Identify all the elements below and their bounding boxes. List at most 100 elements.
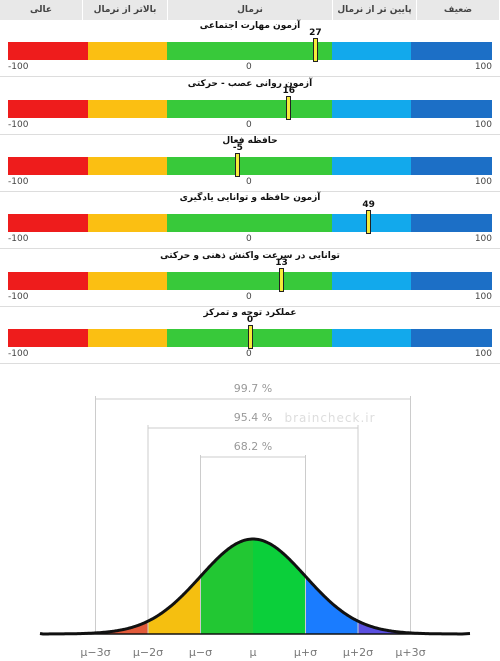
- header-normal: نرمال: [168, 0, 333, 20]
- scale-segment: [332, 42, 411, 60]
- score-value-label: 27: [309, 28, 322, 38]
- scale-min-label: -100: [8, 349, 29, 359]
- x-tick-label: μ+2σ: [343, 646, 373, 659]
- scale-mid-label: 0: [246, 62, 252, 72]
- scale-segment: [8, 42, 88, 60]
- scale-segment: [8, 329, 88, 347]
- scale-segment: [167, 100, 332, 118]
- watermark: braincheck.ir: [284, 411, 375, 425]
- scale-max-label: 100: [474, 177, 492, 187]
- distribution-band: [253, 539, 306, 634]
- scale-segment: [88, 157, 167, 175]
- test-row: آزمون روانی عصب - حرکتی 16 -100 0 100: [0, 78, 500, 135]
- scale-segment: [8, 214, 88, 232]
- score-value-label: 13: [275, 258, 288, 268]
- interval-label: 99.7 %: [234, 382, 272, 395]
- score-marker: [366, 210, 372, 234]
- test-title: آزمون مهارت اجتماعی: [199, 21, 301, 31]
- scale-max-label: 100: [474, 62, 492, 72]
- scale-segment: [8, 100, 88, 118]
- scale-segment: [88, 214, 167, 232]
- interval-label: 68.2 %: [234, 440, 272, 453]
- row-divider: [0, 76, 500, 77]
- scale-mid-label: 0: [246, 234, 252, 244]
- x-tick-label: μ−σ: [189, 646, 212, 659]
- scale-max-label: 100: [474, 234, 492, 244]
- scale-segment: [167, 214, 332, 232]
- scale-segment: [411, 214, 492, 232]
- scale-max-label: 100: [474, 292, 492, 302]
- x-tick-label: μ+3σ: [395, 646, 425, 659]
- score-scale-bar: [8, 157, 492, 175]
- scale-mid-label: 0: [246, 292, 252, 302]
- scale-mid-label: 0: [246, 177, 252, 187]
- header-above-normal: بالاتر از نرمال: [83, 0, 168, 20]
- scale-segment: [332, 272, 411, 290]
- scale-segment: [332, 214, 411, 232]
- distribution-curve: [39, 537, 471, 636]
- distribution-band: [200, 539, 253, 634]
- normal-distribution-chart: 99.7 % 95.4 % 68.2 % braincheck.ir μ−3σ μ−2σ μ…: [39, 382, 471, 659]
- scale-min-label: -100: [8, 177, 29, 187]
- test-title: حافظه فعال: [222, 136, 278, 146]
- distribution-band: [358, 621, 411, 634]
- interval-label: 95.4 %: [234, 411, 272, 424]
- scale-segment: [332, 100, 411, 118]
- scale-segment: [411, 272, 492, 290]
- header-weak: ضعیف: [417, 0, 500, 20]
- scale-segment: [8, 157, 88, 175]
- test-title: عملکرد توجه و تمرکز: [203, 308, 297, 318]
- test-row: آزمون حافظه و توانایی یادگیری 49 -100 0 100: [0, 192, 500, 249]
- scale-segment: [411, 42, 492, 60]
- score-marker: [235, 153, 241, 177]
- score-scale-bar: [8, 272, 492, 290]
- header-below-normal: پایین تر از نرمال: [333, 0, 417, 20]
- x-tick-label: μ−3σ: [80, 646, 110, 659]
- row-divider: [0, 306, 500, 307]
- score-value-label: 0: [246, 315, 254, 325]
- scale-mid-label: 0: [246, 349, 252, 359]
- score-marker: [278, 268, 284, 292]
- distribution-band: [95, 621, 148, 634]
- scale-segment: [88, 42, 167, 60]
- scale-segment: [88, 272, 167, 290]
- scale-segment: [411, 100, 492, 118]
- score-scale-bar: [8, 42, 492, 60]
- test-row: توانایی در سرعت واکنش ذهنی و حرکتی 13 -100…: [0, 250, 500, 307]
- scale-segment: [332, 329, 411, 347]
- row-divider: [0, 134, 500, 135]
- row-divider: [0, 248, 500, 249]
- score-marker: [312, 38, 318, 62]
- x-tick-label: μ−2σ: [133, 646, 163, 659]
- score-marker: [247, 325, 253, 349]
- test-title: توانایی در سرعت واکنش ذهنی و حرکتی: [160, 251, 340, 261]
- scale-segment: [167, 157, 332, 175]
- score-scale-bar: [8, 214, 492, 232]
- scale-segment: [88, 329, 167, 347]
- test-row: آزمون مهارت اجتماعی 27 -100 0 100: [0, 20, 500, 77]
- scale-min-label: -100: [8, 62, 29, 72]
- scale-segment: [167, 272, 332, 290]
- scale-segment: [8, 272, 88, 290]
- scale-max-label: 100: [474, 120, 492, 130]
- test-row: حافظه فعال -5 -100 0 100: [0, 135, 500, 192]
- scale-min-label: -100: [8, 234, 29, 244]
- score-value-label: 49: [362, 200, 375, 210]
- score-scale-bar: [8, 100, 492, 118]
- legend-header: عالی بالاتر از نرمال نرمال پایین تر از ن…: [0, 0, 500, 20]
- scale-segment: [332, 157, 411, 175]
- scale-max-label: 100: [474, 349, 492, 359]
- scale-min-label: -100: [8, 292, 29, 302]
- test-title: آزمون روانی عصب - حرکتی: [187, 79, 313, 89]
- x-tick-label: μ: [250, 646, 257, 659]
- scale-segment: [167, 42, 332, 60]
- scale-segment: [88, 100, 167, 118]
- score-value-label: 16: [282, 86, 295, 96]
- test-row: عملکرد توجه و تمرکز 0 -100 0 100: [0, 307, 500, 364]
- x-tick-label: μ+σ: [294, 646, 317, 659]
- scale-min-label: -100: [8, 120, 29, 130]
- score-marker: [286, 96, 292, 120]
- test-title: آزمون حافظه و توانایی یادگیری: [179, 193, 321, 203]
- scale-segment: [411, 329, 492, 347]
- scale-segment: [411, 157, 492, 175]
